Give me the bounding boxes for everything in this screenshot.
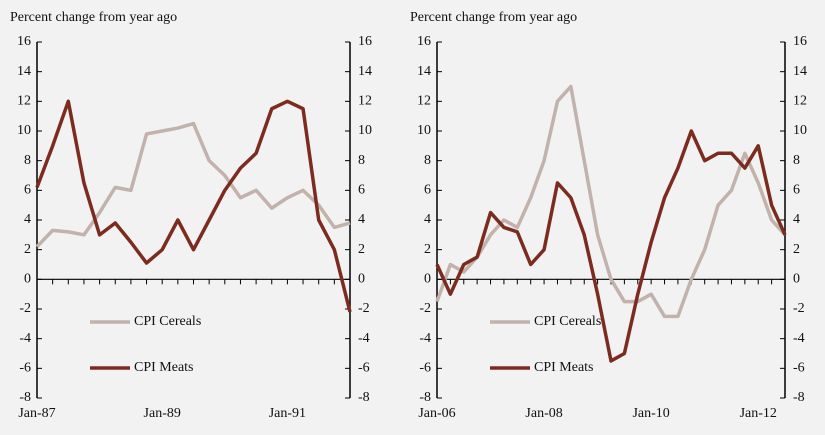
y2-tick-label: 14 [358,64,372,79]
legend-label: CPI Cereals [134,314,201,329]
x-tick-label: Jan-10 [632,406,669,421]
y-tick-label: 10 [17,123,31,138]
y2-tick-label: 14 [793,64,807,79]
y-tick-label: -4 [419,331,431,346]
series-line [35,121,351,248]
y-axis-label: Percent change from year ago [410,10,577,25]
y2-tick-label: 2 [358,242,365,257]
series-line [35,99,352,313]
y-tick-label: 12 [417,94,431,109]
x-tick-label: Jan-12 [740,406,777,421]
y-tick-label: 4 [24,212,31,227]
y2-tick-label: 4 [358,212,365,227]
y2-tick-label: -6 [358,361,370,376]
y-tick-label: -4 [19,331,31,346]
x-tick-label: Jan-89 [144,406,181,421]
y-tick-label: -8 [19,390,31,405]
y-tick-label: -6 [419,361,431,376]
y-tick-label: 8 [24,153,31,168]
y-axis-label: Percent change from year ago [10,10,177,25]
y2-tick-label: -2 [793,301,805,316]
y2-tick-label: -4 [358,331,370,346]
y2-tick-label: -6 [793,361,805,376]
y2-tick-label: 0 [358,272,365,287]
y2-tick-label: 8 [793,153,800,168]
y2-tick-label: 0 [793,272,800,287]
y2-tick-label: -8 [358,390,370,405]
y-tick-label: 4 [424,212,431,227]
series-line [435,129,787,363]
y-tick-label: 16 [17,34,31,49]
y2-tick-label: -8 [793,390,805,405]
y2-tick-label: 6 [358,183,365,198]
y-tick-label: 2 [24,242,31,257]
x-tick-label: Jan-87 [18,406,55,421]
y-tick-label: 8 [424,153,431,168]
y2-tick-label: 16 [358,34,372,49]
y-tick-label: 6 [24,183,31,198]
y2-tick-label: 4 [793,212,800,227]
y2-tick-label: -2 [358,301,370,316]
legend-label: CPI Meats [534,360,594,375]
y2-tick-label: 10 [793,123,807,138]
y-tick-label: -2 [19,301,31,316]
x-tick-label: Jan-06 [418,406,455,421]
legend-label: CPI Cereals [534,314,601,329]
legend-label: CPI Meats [134,360,194,375]
y-tick-label: -8 [419,390,431,405]
y-tick-label: 16 [417,34,431,49]
y2-tick-label: 12 [793,94,807,109]
y-tick-label: 6 [424,183,431,198]
y2-tick-label: 6 [793,183,800,198]
y2-tick-label: 10 [358,123,372,138]
x-tick-label: Jan-91 [269,406,306,421]
series-line [435,84,787,319]
y-tick-label: 12 [17,94,31,109]
y2-tick-label: 8 [358,153,365,168]
y2-tick-label: -4 [793,331,805,346]
y-tick-label: 0 [424,272,431,287]
y-tick-label: 14 [17,64,31,79]
y-tick-label: 2 [424,242,431,257]
y-tick-label: 0 [24,272,31,287]
y2-tick-label: 12 [358,94,372,109]
y-tick-label: -6 [19,361,31,376]
y-tick-label: 10 [417,123,431,138]
y2-tick-label: 2 [793,242,800,257]
y-tick-label: -2 [419,301,431,316]
x-tick-label: Jan-08 [525,406,562,421]
y2-tick-label: 16 [793,34,807,49]
y-tick-label: 14 [417,64,431,79]
